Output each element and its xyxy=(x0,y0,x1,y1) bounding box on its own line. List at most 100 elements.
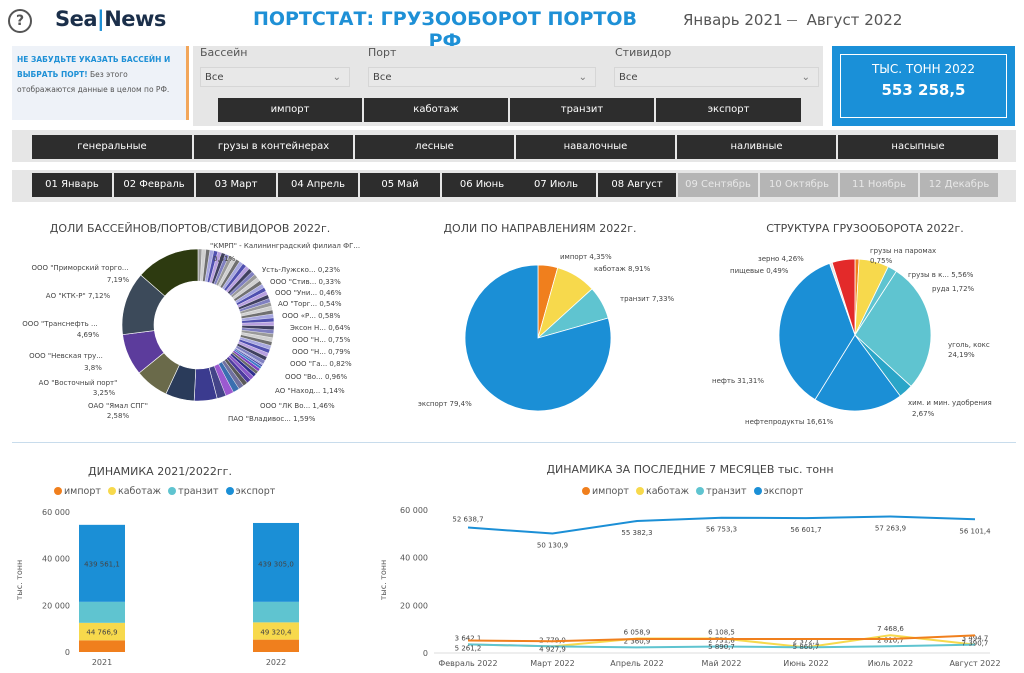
y-tick-label: 60 000 xyxy=(42,508,70,517)
x-tick-label: Июнь 2022 xyxy=(783,659,829,668)
pie-label: транзит 7,33% xyxy=(620,295,675,303)
bar-value-label: 439 305,0 xyxy=(258,560,294,568)
pie-label: ООО "ЛК Во... 1,46% xyxy=(260,402,335,410)
logo-sea: Sea xyxy=(55,7,98,31)
x-tick-label: 2021 xyxy=(92,658,112,667)
section-divider xyxy=(12,442,1016,443)
basin-select[interactable]: Все ⌄ xyxy=(200,67,350,87)
pie-label: нефтепродукты 16,61% xyxy=(745,418,834,426)
direction-export-button[interactable]: экспорт xyxy=(656,98,801,122)
month-button[interactable]: 08 Август xyxy=(598,173,676,197)
structure-pie-chart: грузы на паромах 0,75% грузы в к... 5,56% р… xyxy=(712,247,992,426)
bar-value-label: 439 561,1 xyxy=(84,560,120,568)
cargo-timber-button[interactable]: лесные xyxy=(355,135,514,159)
legend-item: транзит xyxy=(706,486,747,497)
pie-label: АО "КТК-Р" 7,12% xyxy=(46,292,111,300)
data-label: 2 731,8 xyxy=(708,636,735,644)
month-button[interactable]: 06 Июнь xyxy=(442,173,522,197)
pie-label: 2,67% xyxy=(912,410,935,418)
month-button[interactable]: 05 Май xyxy=(360,173,440,197)
chevron-down-icon: ⌄ xyxy=(332,72,341,83)
pie-label: экспорт 79,4% xyxy=(418,400,472,408)
data-label: 7 390,7 xyxy=(962,639,989,647)
chart-title-dynamics: ДИНАМИКА 2021/2022гг. xyxy=(88,465,232,478)
pie-label: ООО "Приморский торго... xyxy=(31,264,128,272)
data-label: 55 382,3 xyxy=(621,529,652,537)
direction-transit-button[interactable]: транзит xyxy=(510,98,654,122)
bar-value-label: 44 766,9 xyxy=(86,629,117,637)
pie-slice xyxy=(464,264,612,412)
pie-charts-area: "КМРП" - Калининградский филиал ФГ... 0,0… xyxy=(22,242,992,426)
seanews-logo[interactable]: Sea|News xyxy=(55,7,166,31)
data-label: 7 468,6 xyxy=(877,625,904,633)
legend-7months: импорт каботаж транзит экспорт xyxy=(578,486,803,497)
legend-item: импорт xyxy=(592,486,629,497)
period-range: Январь 2021 Август 2022 xyxy=(683,11,902,29)
pie-label: 2,58% xyxy=(107,412,130,420)
filter-basin-label: Бассейн xyxy=(200,46,248,59)
data-label: 50 130,9 xyxy=(537,542,568,550)
y-axis-label: тыс. тонн xyxy=(15,560,24,600)
cargo-general-button[interactable]: генеральные xyxy=(32,135,192,159)
month-button[interactable]: 02 Февраль xyxy=(114,173,194,197)
pie-label: ООО "Транснефть ... xyxy=(22,320,97,328)
direction-cabotage-button[interactable]: каботаж xyxy=(364,98,508,122)
legend-dynamics: импорт каботаж транзит экспорт xyxy=(50,486,275,497)
chevron-down-icon: ⌄ xyxy=(578,72,587,83)
pie-label: "КМРП" - Калининградский филиал ФГ... xyxy=(210,242,360,250)
filter-basin: Бассейн xyxy=(200,46,248,59)
data-label: 56 601,7 xyxy=(790,526,821,534)
directions-pie-chart: импорт 4,35% каботаж 8,91% транзит 7,33% эк… xyxy=(418,253,675,412)
pie-slice xyxy=(854,270,932,387)
data-label: 5 890,7 xyxy=(708,643,735,651)
direction-import-button[interactable]: импорт xyxy=(218,98,362,122)
month-button-disabled[interactable]: 12 Декабрь xyxy=(920,173,998,197)
help-icon[interactable]: ? xyxy=(8,9,32,33)
month-button-disabled[interactable]: 09 Сентябрь xyxy=(678,173,758,197)
series-line-импорт xyxy=(467,634,976,643)
x-tick-label: 2022 xyxy=(266,658,286,667)
chart-title-ports: ДОЛИ БАССЕЙНОВ/ПОРТОВ/СТИВИДОРОВ 2022г. xyxy=(49,222,331,235)
y-tick-label: 40 000 xyxy=(400,554,428,563)
month-button-disabled[interactable]: 10 Октябрь xyxy=(760,173,838,197)
cargo-containers-button[interactable]: грузы в контейнерах xyxy=(194,135,353,159)
cargo-loose-button[interactable]: насыпные xyxy=(838,135,998,159)
pie-label: зерно 4,26% xyxy=(758,255,804,263)
pie-label: 4,69% xyxy=(77,331,100,339)
y-axis-label: тыс. тонн xyxy=(379,560,388,600)
bar-segment xyxy=(253,601,299,623)
cargo-bulk-button[interactable]: навалочные xyxy=(516,135,675,159)
port-select[interactable]: Все ⌄ xyxy=(368,67,596,87)
y-tick-label: 0 xyxy=(423,649,428,658)
legend-dot-icon xyxy=(225,487,234,495)
cargo-liquid-button[interactable]: наливные xyxy=(677,135,836,159)
chart-title-structure: СТРУКТУРА ГРУЗООБОРОТА 2022г. xyxy=(766,222,964,235)
pie-label: Эксон Н... 0,64% xyxy=(290,324,351,332)
logo-bar: | xyxy=(97,7,105,31)
month-button-disabled[interactable]: 11 Ноябрь xyxy=(840,173,918,197)
filter-port-label: Порт xyxy=(368,46,397,59)
pie-slice xyxy=(778,262,856,401)
legend-dot-icon xyxy=(753,487,762,495)
legend-item: каботаж xyxy=(117,486,162,497)
bar-segment xyxy=(79,622,125,641)
month-button[interactable]: 07 Июль xyxy=(516,173,596,197)
legend-item: экспорт xyxy=(235,486,276,497)
bar-segment xyxy=(79,524,125,602)
pie-label: 0,75% xyxy=(870,257,893,265)
data-label: 5 860,7 xyxy=(793,643,820,651)
period-start: Январь 2021 xyxy=(683,11,783,29)
pie-label: пищевые 0,49% xyxy=(730,267,789,275)
month-button[interactable]: 03 Март xyxy=(196,173,276,197)
kpi-value: 553 258,5 xyxy=(881,81,966,99)
pie-label: руда 1,72% xyxy=(932,285,975,293)
month-button[interactable]: 04 Апрель xyxy=(278,173,358,197)
pie-label: АО "Торг... 0,54% xyxy=(278,300,342,308)
stevedore-select[interactable]: Все ⌄ xyxy=(614,67,819,87)
pie-label: 3,25% xyxy=(93,389,116,397)
legend-dot-icon xyxy=(696,487,705,495)
y-tick-label: 0 xyxy=(65,648,70,657)
port-select-value: Все xyxy=(373,72,392,83)
month-button[interactable]: 01 Январь xyxy=(32,173,112,197)
bar-segment xyxy=(253,622,299,640)
